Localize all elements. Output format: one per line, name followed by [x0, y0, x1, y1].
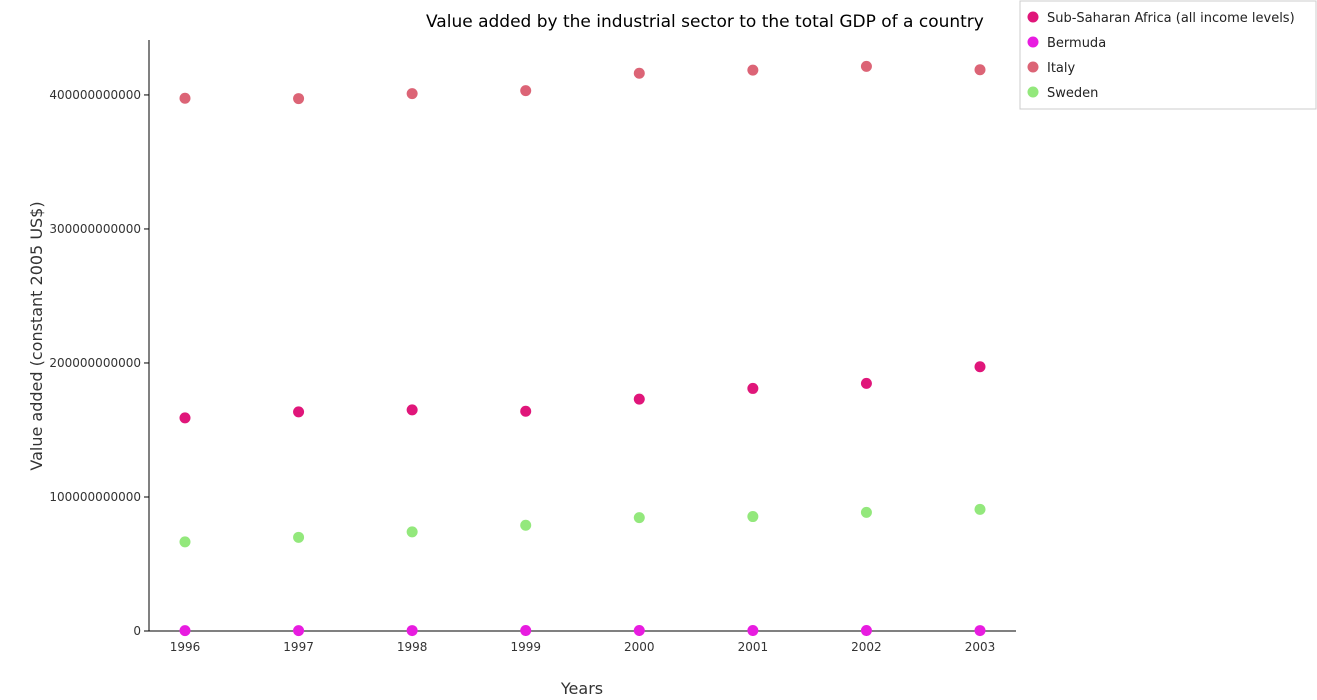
x-tick-label: 2001	[738, 640, 769, 654]
legend-marker	[1027, 36, 1039, 48]
plot-area-frame	[149, 40, 1016, 631]
data-point	[860, 506, 872, 518]
x-axis-label: Years	[560, 679, 603, 698]
data-point	[179, 412, 191, 424]
y-axis-label: Value added (constant 2005 US$)	[27, 201, 46, 470]
data-point	[747, 625, 759, 637]
x-tick-label: 2002	[851, 640, 882, 654]
data-point	[179, 625, 191, 637]
data-point	[406, 526, 418, 538]
chart-title: Value added by the industrial sector to …	[426, 12, 984, 32]
data-point	[520, 405, 532, 417]
data-point	[179, 92, 191, 104]
x-axis-ticks: 1996 1997 1998 1999 2000 2001 2002 2003	[170, 631, 996, 654]
x-tick-label: 1996	[170, 640, 201, 654]
data-point	[293, 625, 305, 637]
legend-label: Sub-Saharan Africa (all income levels)	[1047, 11, 1295, 26]
x-tick-label: 2000	[624, 640, 655, 654]
data-points	[179, 60, 986, 637]
data-point	[633, 67, 645, 79]
legend-label: Sweden	[1047, 86, 1098, 101]
data-point	[293, 531, 305, 543]
data-point	[179, 536, 191, 548]
x-tick-label: 1999	[510, 640, 541, 654]
data-point	[633, 393, 645, 405]
legend-label: Italy	[1047, 61, 1076, 76]
y-tick-label: 100000000000	[49, 490, 141, 504]
data-point	[406, 88, 418, 100]
legend: Sub-Saharan Africa (all income levels) Be…	[1019, 0, 1317, 110]
data-point	[633, 625, 645, 637]
data-point	[406, 404, 418, 416]
data-point	[293, 93, 305, 105]
data-point	[747, 511, 759, 523]
x-tick-label: 1997	[283, 640, 314, 654]
data-point	[293, 406, 305, 418]
data-point	[860, 625, 872, 637]
legend-marker	[1027, 11, 1039, 23]
y-tick-label: 400000000000	[49, 88, 141, 102]
x-tick-label: 2003	[965, 640, 996, 654]
legend-marker	[1027, 61, 1039, 73]
y-tick-label: 200000000000	[49, 356, 141, 370]
legend-box	[1019, 0, 1317, 110]
data-point	[406, 625, 418, 637]
data-point	[520, 625, 532, 637]
x-tick-label: 1998	[397, 640, 428, 654]
data-point	[747, 64, 759, 76]
y-tick-label: 300000000000	[49, 222, 141, 236]
data-point	[860, 377, 872, 389]
data-point	[633, 512, 645, 524]
data-point	[860, 60, 872, 72]
data-point	[974, 64, 986, 76]
legend-label: Bermuda	[1047, 36, 1106, 51]
data-point	[520, 85, 532, 97]
data-point	[974, 503, 986, 515]
data-point	[747, 382, 759, 394]
data-point	[974, 361, 986, 373]
data-point	[520, 519, 532, 531]
y-axis-ticks: 0 100000000000 200000000000 300000000000 400…	[49, 88, 149, 638]
y-tick-label: 0	[133, 624, 141, 638]
data-point	[974, 625, 986, 637]
legend-marker	[1027, 86, 1039, 98]
